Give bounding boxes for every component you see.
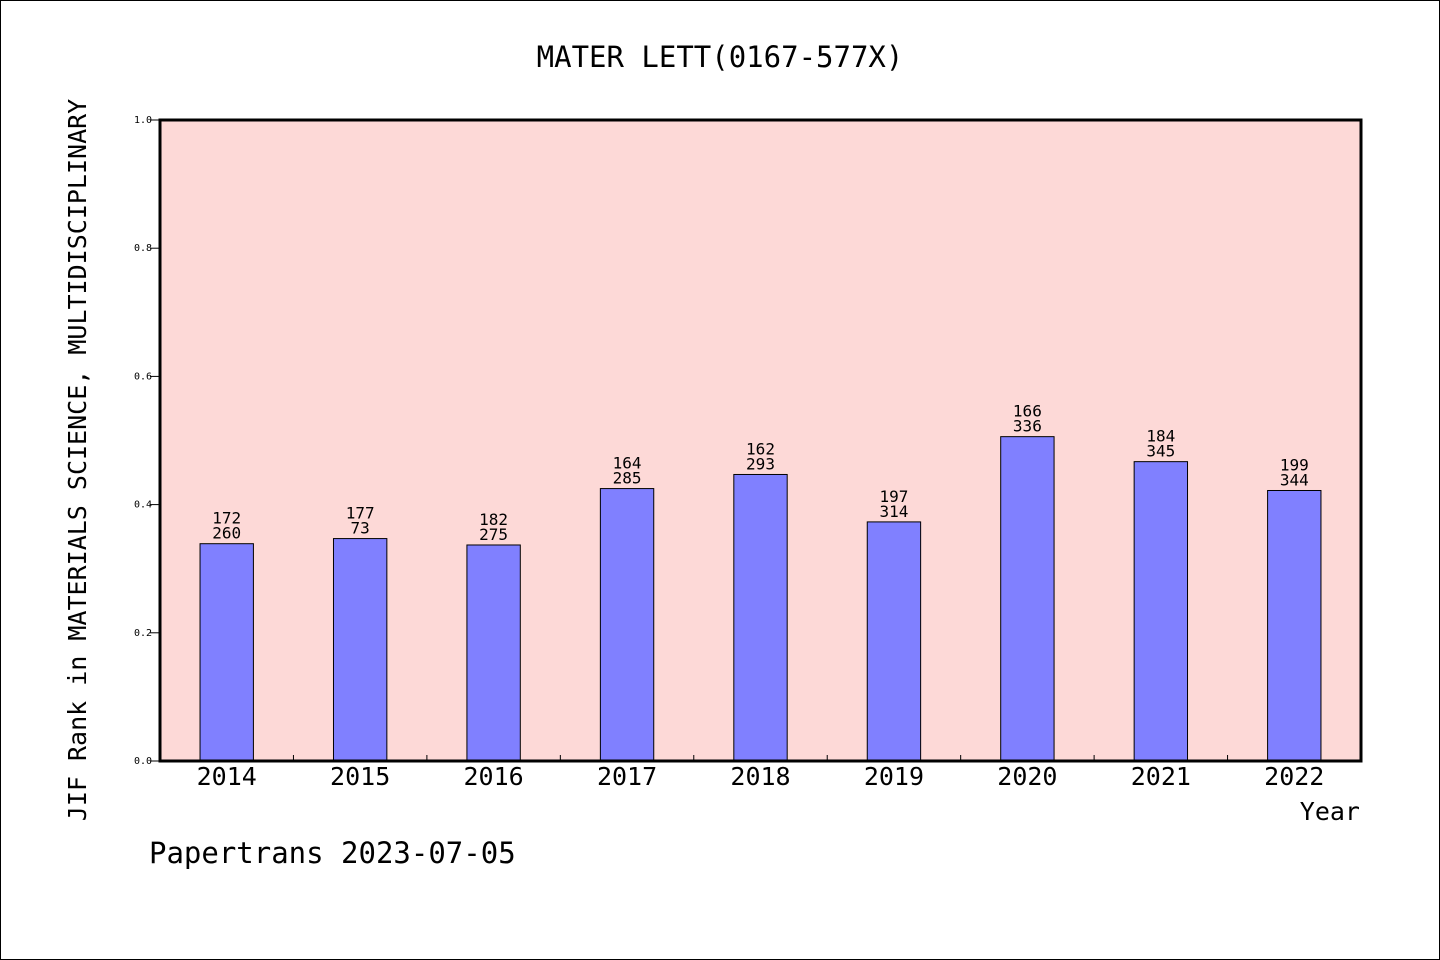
bar bbox=[1267, 489, 1322, 762]
bar-total-label: 336 bbox=[1013, 417, 1042, 436]
x-tick-label: 2017 bbox=[597, 762, 657, 791]
bar-rank-label: 162 bbox=[746, 439, 775, 458]
bar bbox=[1133, 461, 1189, 762]
chart-title: MATER LETT(0167-577X) bbox=[537, 40, 904, 74]
bar bbox=[332, 538, 388, 762]
bar-total-label: 344 bbox=[1280, 470, 1309, 489]
bar-total-label: 260 bbox=[212, 524, 241, 543]
bar-total-label: 73 bbox=[351, 519, 370, 538]
bar-rank-label: 166 bbox=[1013, 402, 1042, 421]
x-tick-label: 2022 bbox=[1264, 762, 1324, 791]
bar bbox=[866, 521, 922, 762]
bar-rank-label: 199 bbox=[1280, 455, 1309, 474]
bar-total-label: 293 bbox=[746, 454, 775, 473]
x-tick-label: 2019 bbox=[864, 762, 924, 791]
x-tick-label: 2014 bbox=[197, 762, 257, 791]
bar-total-label: 314 bbox=[879, 502, 908, 521]
x-tick-label: 2018 bbox=[730, 762, 790, 791]
plot-border bbox=[158, 118, 1363, 763]
bar-rank-label: 172 bbox=[212, 509, 241, 528]
y-tick-label: 0.4 bbox=[134, 500, 152, 511]
bar-total-label: 345 bbox=[1146, 442, 1175, 461]
bar bbox=[466, 544, 521, 762]
x-axis-labels: 2014 2015 2016 2017 2018 2019 2020 2021 2022 bbox=[197, 762, 1325, 791]
y-tick-label: 0.2 bbox=[134, 628, 152, 639]
y-axis-ticks: 0.0 0.2 0.4 0.6 0.8 1.0 bbox=[134, 115, 160, 767]
x-tick-label: 2021 bbox=[1131, 762, 1191, 791]
y-tick-label: 0.8 bbox=[134, 243, 152, 254]
x-axis-title: Year bbox=[1300, 797, 1360, 826]
bar-rank-label: 164 bbox=[613, 454, 642, 473]
bar bbox=[199, 543, 254, 762]
bar-rank-label: 177 bbox=[346, 504, 375, 523]
x-tick-label: 2016 bbox=[464, 762, 524, 791]
x-tick-label: 2020 bbox=[997, 762, 1057, 791]
y-tick-label: 1.0 bbox=[134, 115, 152, 126]
footer-credit: Papertrans 2023-07-05 bbox=[149, 836, 516, 870]
bar bbox=[733, 473, 788, 762]
bar-rank-label: 182 bbox=[479, 510, 508, 529]
bar-rank-label: 197 bbox=[879, 487, 908, 506]
y-tick-label: 0.0 bbox=[134, 756, 152, 767]
y-axis-title: JIF Rank in MATERIALS SCIENCE, MULTIDISC… bbox=[63, 99, 92, 821]
x-tick-label: 2015 bbox=[330, 762, 390, 791]
bar-total-label: 285 bbox=[613, 469, 642, 488]
bar bbox=[1000, 436, 1055, 762]
bar-rank-label: 184 bbox=[1146, 427, 1175, 446]
bar bbox=[599, 488, 655, 762]
bar-total-label: 275 bbox=[479, 525, 508, 544]
y-tick-label: 0.6 bbox=[134, 371, 152, 382]
bars bbox=[199, 436, 1322, 762]
